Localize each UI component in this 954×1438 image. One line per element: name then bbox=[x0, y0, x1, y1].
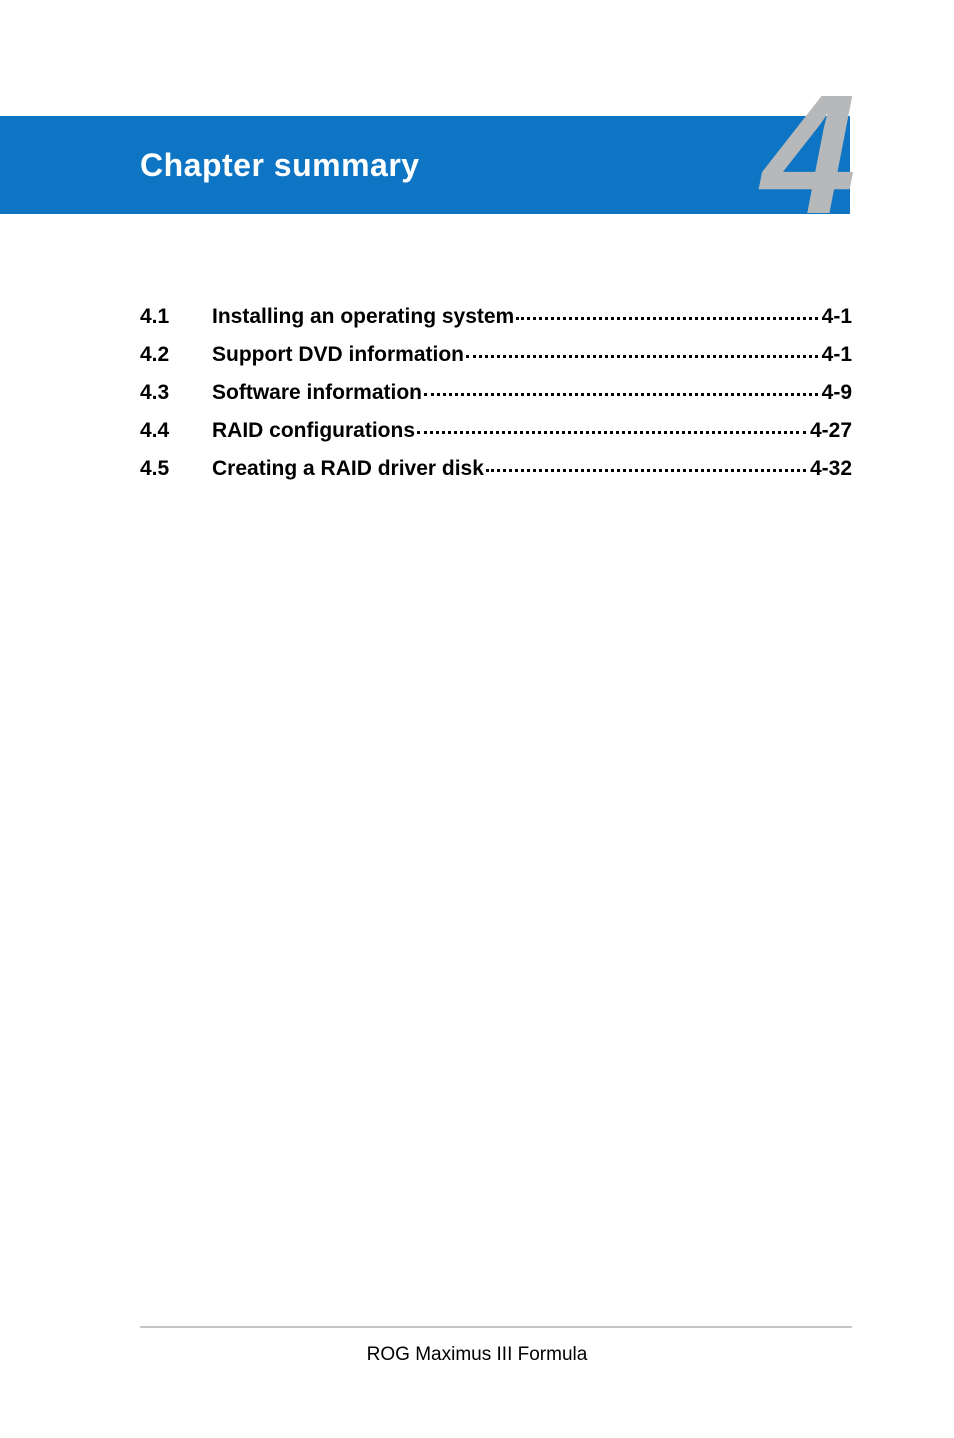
toc-page-number: 4-1 bbox=[822, 305, 852, 329]
toc-row: 4.4 RAID configurations 4-27 bbox=[140, 419, 852, 443]
toc-section-title: Support DVD information bbox=[212, 343, 464, 367]
toc-section-title: Software information bbox=[212, 381, 422, 405]
toc-section-number: 4.5 bbox=[140, 457, 212, 481]
toc-section-number: 4.1 bbox=[140, 305, 212, 329]
toc-leader-dots bbox=[516, 317, 817, 320]
toc-row: 4.5 Creating a RAID driver disk 4-32 bbox=[140, 457, 852, 481]
chapter-title-bar: Chapter summary bbox=[0, 116, 850, 214]
toc-page-number: 4-32 bbox=[810, 457, 852, 481]
toc-row: 4.2 Support DVD information 4-1 bbox=[140, 343, 852, 367]
chapter-number: 4 bbox=[761, 70, 856, 240]
table-of-contents: 4.1 Installing an operating system 4-1 4… bbox=[140, 305, 852, 495]
toc-page-number: 4-27 bbox=[810, 419, 852, 443]
toc-row: 4.1 Installing an operating system 4-1 bbox=[140, 305, 852, 329]
toc-section-title: RAID configurations bbox=[212, 419, 415, 443]
toc-section-title: Creating a RAID driver disk bbox=[212, 457, 484, 481]
toc-section-title: Installing an operating system bbox=[212, 305, 514, 329]
chapter-title: Chapter summary bbox=[140, 147, 420, 184]
toc-page-number: 4-1 bbox=[822, 343, 852, 367]
toc-section-number: 4.3 bbox=[140, 381, 212, 405]
toc-page-number: 4-9 bbox=[822, 381, 852, 405]
toc-section-number: 4.4 bbox=[140, 419, 212, 443]
header-area: Chapter summary 4 bbox=[0, 0, 954, 200]
footer-divider bbox=[140, 1326, 852, 1328]
page: Chapter summary 4 4.1 Installing an oper… bbox=[0, 0, 954, 1438]
toc-leader-dots bbox=[424, 393, 818, 396]
toc-leader-dots bbox=[486, 469, 806, 472]
toc-section-number: 4.2 bbox=[140, 343, 212, 367]
toc-row: 4.3 Software information 4-9 bbox=[140, 381, 852, 405]
toc-leader-dots bbox=[466, 355, 818, 358]
toc-leader-dots bbox=[417, 431, 806, 434]
footer-text: ROG Maximus III Formula bbox=[0, 1344, 954, 1366]
